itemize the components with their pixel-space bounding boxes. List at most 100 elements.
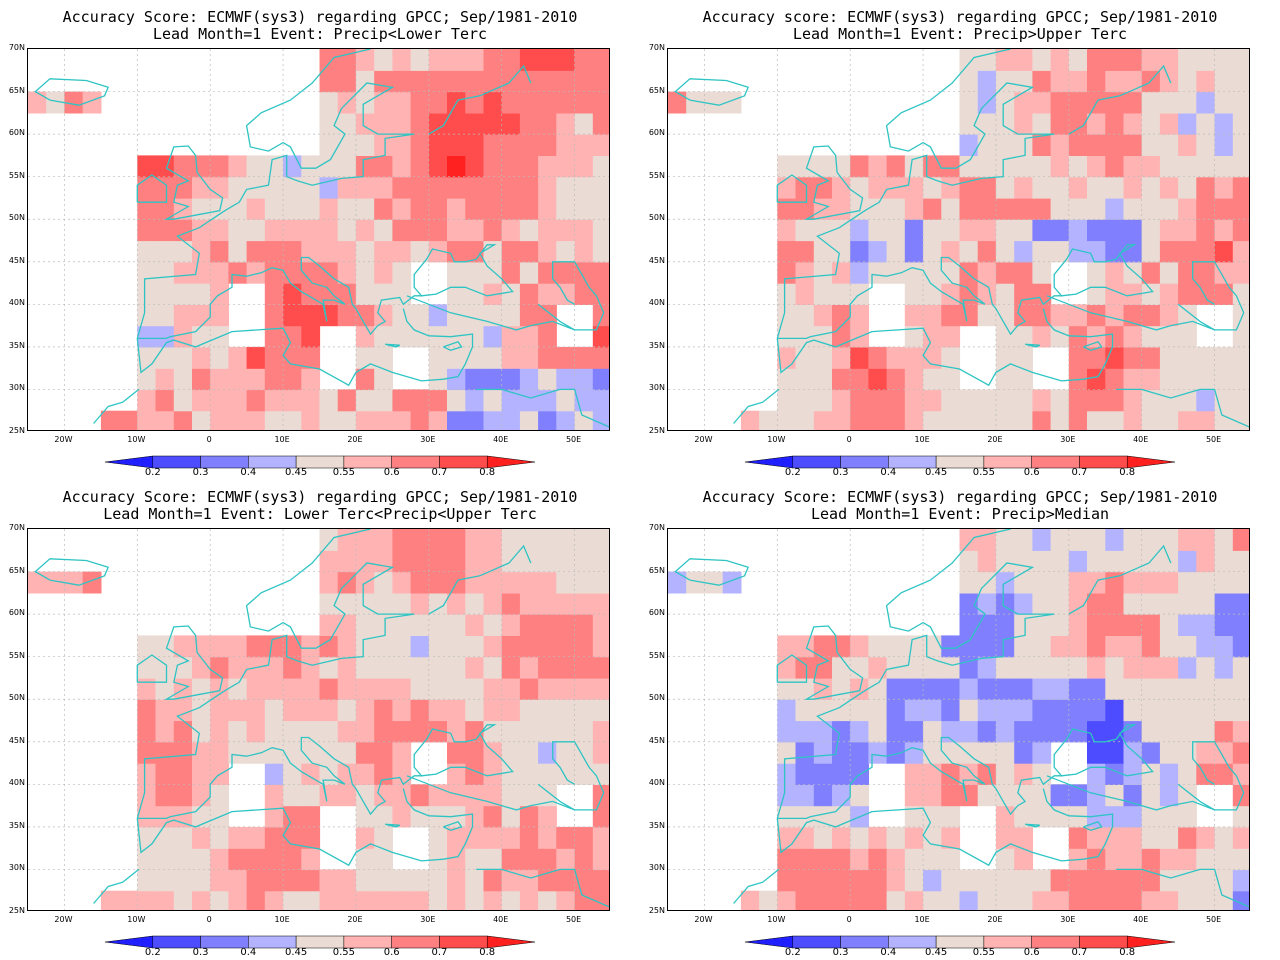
- field-cell: [777, 741, 797, 764]
- field-cell: [228, 741, 248, 764]
- field-cell: [1178, 134, 1197, 156]
- field-cell: [119, 410, 138, 430]
- field-cell: [137, 720, 157, 743]
- field-cell: [483, 112, 503, 135]
- field-cell: [173, 346, 193, 369]
- field-cell: [1087, 826, 1106, 849]
- field-cell: [374, 529, 393, 551]
- field-cell: [465, 410, 485, 430]
- graticule: [28, 49, 609, 430]
- field-cell: [886, 240, 906, 263]
- field-cell: [868, 741, 888, 764]
- field-cell: [1232, 529, 1249, 551]
- field-cell: [483, 656, 503, 679]
- field-cell: [301, 784, 321, 807]
- lat-tick-label: 55N: [648, 170, 665, 180]
- precip-field: [28, 529, 609, 910]
- field-cell: [923, 805, 942, 828]
- field-cell: [832, 261, 851, 284]
- field-cell: [995, 529, 1015, 551]
- field-cell: [556, 197, 576, 220]
- field-cell: [447, 699, 466, 722]
- field-cell: [777, 176, 797, 199]
- field-cell: [538, 240, 557, 263]
- coastlines: [674, 529, 1249, 908]
- field-cell: [337, 720, 357, 743]
- field-cell: [592, 656, 609, 679]
- field-cell: [1087, 614, 1106, 636]
- field-cell: [465, 70, 485, 93]
- field-cell: [941, 283, 961, 305]
- field-cell: [923, 869, 942, 892]
- field-cell: [410, 571, 430, 594]
- field-cell: [574, 550, 594, 573]
- field-cell: [1178, 112, 1197, 135]
- field-cell: [832, 197, 851, 220]
- field-cell: [995, 656, 1015, 679]
- field-cell: [1159, 70, 1179, 93]
- field-cell: [192, 197, 211, 220]
- field-cell: [100, 410, 120, 430]
- field-cell: [483, 155, 503, 178]
- field-cell: [301, 346, 321, 369]
- field-cell: [1032, 635, 1052, 658]
- field-cell: [686, 571, 705, 594]
- field-cell: [1087, 890, 1106, 910]
- field-cell: [210, 869, 229, 892]
- field-cell: [574, 176, 594, 199]
- field-cell: [1159, 550, 1179, 573]
- field-cell: [1141, 826, 1161, 849]
- field-cell: [1068, 656, 1088, 679]
- field-cell: [1050, 240, 1070, 263]
- field-cell: [886, 890, 906, 910]
- field-cell: [283, 155, 302, 178]
- field-cell: [832, 410, 851, 430]
- field-cell: [264, 261, 284, 284]
- map-frame: [27, 48, 610, 431]
- field-cell: [941, 197, 961, 220]
- field-cell: [1178, 635, 1197, 658]
- field-cell: [1196, 91, 1216, 114]
- field-cell: [850, 890, 869, 910]
- colorbar-tick-label: 0.45: [284, 467, 308, 478]
- field-cell: [813, 826, 833, 849]
- field-cell: [264, 155, 284, 178]
- field-cell: [319, 614, 339, 636]
- field-cell: [1087, 70, 1106, 93]
- field-cell: [374, 49, 393, 71]
- field-cell: [1196, 848, 1216, 871]
- field-cell: [1105, 529, 1125, 551]
- field-cell: [995, 283, 1015, 305]
- field-cell: [1068, 219, 1088, 242]
- field-cell: [46, 571, 65, 594]
- field-cell: [283, 219, 302, 242]
- coastlines: [34, 529, 609, 908]
- field-cell: [210, 410, 229, 430]
- field-cell: [428, 550, 448, 573]
- field-cell: [155, 699, 175, 722]
- field-cell: [556, 571, 576, 594]
- field-cell: [1087, 869, 1106, 892]
- field-cell: [1087, 134, 1106, 156]
- field-cell: [795, 826, 815, 849]
- field-cell: [246, 219, 266, 242]
- field-cell: [1159, 91, 1179, 114]
- field-cell: [447, 826, 466, 849]
- field-cell: [319, 261, 339, 284]
- colorbar-tick-label: 0.7: [1071, 467, 1088, 478]
- field-cell: [1196, 176, 1216, 199]
- field-cell: [556, 155, 576, 178]
- coastline: [137, 724, 514, 820]
- field-cell: [519, 134, 539, 156]
- field-cell: [1123, 571, 1143, 594]
- field-cell: [1159, 304, 1179, 327]
- field-cell: [941, 784, 961, 807]
- field-cell: [228, 656, 248, 679]
- field-cell: [210, 261, 229, 284]
- field-cell: [1032, 49, 1052, 71]
- field-cell: [374, 134, 393, 156]
- lon-tick-label: 10W: [767, 435, 786, 444]
- field-cell: [1196, 368, 1216, 391]
- field-cell: [137, 699, 157, 722]
- field-cell: [1214, 70, 1234, 93]
